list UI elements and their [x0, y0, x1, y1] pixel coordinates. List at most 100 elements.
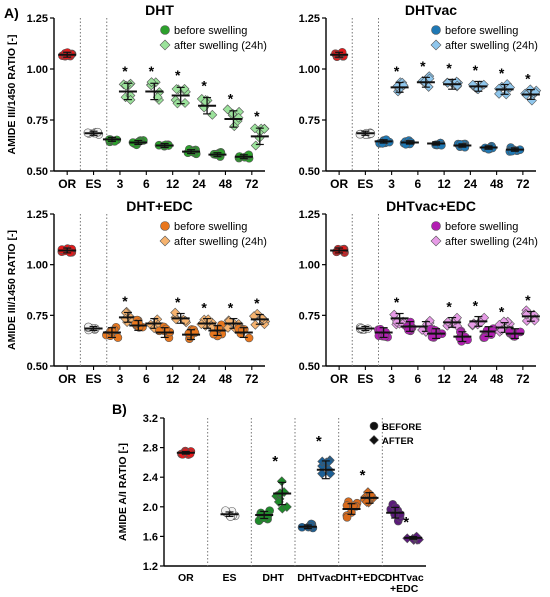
x-tick-label: DHTvac [297, 572, 336, 584]
after-group-point [207, 109, 218, 120]
y-tick-label: 1.25 [27, 209, 48, 221]
after-group-point [323, 456, 334, 467]
significance-star: * [201, 77, 207, 93]
legend-label-before: before swelling [174, 25, 247, 37]
significance-star: * [446, 60, 452, 76]
significance-star: * [122, 293, 128, 309]
legend-marker-before [369, 421, 379, 431]
y-tick-label: 2.8 [143, 443, 158, 455]
x-tick-label: DHT+EDC [336, 572, 386, 584]
x-tick-label: DHTvac [385, 572, 424, 584]
panel-a-label: A) [4, 5, 19, 21]
significance-star: * [175, 294, 181, 310]
x-tick-label: 24 [464, 177, 478, 191]
y-tick-label: 1.00 [27, 260, 48, 272]
significance-star: * [360, 467, 366, 484]
significance-star: * [525, 292, 531, 308]
significance-star: * [420, 58, 426, 74]
after-group-point [180, 98, 190, 108]
x-tick-label: DHT [262, 572, 284, 584]
y-tick-label: 0.75 [27, 310, 48, 322]
x-tick-label: 48 [490, 177, 504, 191]
x-tick-label: 6 [415, 372, 422, 386]
x-tick-label: 24 [464, 372, 478, 386]
x-tick-label: OR [330, 177, 348, 191]
legend-marker-after [159, 39, 171, 51]
significance-star: * [394, 63, 400, 79]
significance-star: * [525, 70, 531, 86]
x-tick-label: 24 [192, 177, 206, 191]
x-tick-label: 72 [516, 372, 530, 386]
y-tick-label: 0.75 [299, 115, 320, 127]
y-axis-label: AMIDE III/1450 RATIO [-] [6, 230, 18, 350]
significance-star: * [473, 62, 479, 78]
after-group-point [494, 88, 504, 99]
x-tick-label: 3 [388, 372, 395, 386]
x-tick-label: 48 [490, 372, 504, 386]
legend-label-after: AFTER [382, 436, 414, 447]
y-tick-label: 1.00 [299, 260, 320, 272]
y-tick-label: 1.00 [27, 64, 48, 76]
significance-star: * [394, 294, 400, 310]
x-tick-label: 3 [117, 177, 124, 191]
chart-title: DHT+EDC [126, 198, 193, 214]
y-tick-label: 0.50 [27, 166, 48, 178]
chart-dhtedc: 0.50 0.75 1.00 1.25 OR ES 3 6 12 24 48 72 DHT+EDC AMI… [6, 198, 271, 386]
after-group-point [222, 104, 233, 115]
x-tick-label: 6 [415, 177, 422, 191]
after-group-point [417, 325, 428, 335]
panel-b-label: B) [112, 401, 127, 417]
significance-star: * [228, 299, 234, 315]
y-tick-label: 2.0 [143, 502, 158, 514]
x-tick-label: 48 [219, 177, 233, 191]
x-tick-label: 12 [437, 177, 451, 191]
x-tick-label: 12 [166, 177, 180, 191]
after-group-point [250, 319, 261, 330]
before-group-point [342, 513, 352, 522]
x-tick-label: 72 [245, 177, 259, 191]
x-tick-label: 72 [516, 177, 530, 191]
x-tick-label: 3 [388, 177, 395, 191]
after-group-point [223, 322, 233, 333]
x-tick-label: OR [58, 372, 76, 386]
y-tick-label: 1.25 [299, 209, 320, 221]
y-tick-label: 3.2 [143, 413, 158, 425]
significance-star: * [201, 299, 207, 315]
before-group-point [380, 332, 390, 341]
y-tick-label: 2.4 [143, 472, 159, 484]
y-axis-label: AMIDE III/1450 RATIO [-] [6, 35, 18, 155]
significance-star: * [254, 108, 260, 124]
after-group-point [259, 123, 270, 134]
chart-title: DHT [145, 2, 174, 18]
x-tick-label: OR [178, 572, 194, 584]
x-tick-label: ES [357, 372, 373, 386]
significance-star: * [499, 303, 505, 319]
x-tick-label: 3 [117, 372, 124, 386]
x-tick-label: OR [58, 177, 76, 191]
x-tick-label: ES [222, 572, 236, 584]
x-tick-label: ES [86, 177, 102, 191]
y-axis-label: AMIDE A/I RATIO [-] [117, 443, 129, 541]
x-tick-label: 12 [166, 372, 180, 386]
chart-title: DHTvac [405, 2, 457, 18]
significance-star: * [122, 63, 128, 79]
after-group-point [529, 315, 540, 326]
x-tick-label: ES [357, 177, 373, 191]
after-group-point [281, 502, 292, 512]
legend-label-after: after swelling (24h) [174, 40, 267, 52]
x-tick-label: 48 [219, 372, 233, 386]
chart-dhtvac: 0.50 0.75 1.00 1.25 OR ES 3 6 12 24 48 72 DHTvac befo… [299, 2, 542, 191]
legend-marker-before [160, 25, 170, 35]
significance-star: * [473, 297, 479, 313]
after-group-point [521, 316, 532, 326]
legend-marker-before [431, 25, 441, 35]
legend-marker-after [430, 39, 442, 51]
chart-dht: 0.50 0.75 1.00 1.25 OR ES 3 6 12 24 48 72 DHT AMIDE I… [6, 2, 270, 191]
x-tick-label: 6 [143, 372, 150, 386]
legend-marker-after [159, 235, 171, 247]
after-group-point [325, 468, 336, 479]
legend-label-before: before swelling [445, 25, 518, 37]
y-tick-label: 1.2 [143, 561, 158, 573]
